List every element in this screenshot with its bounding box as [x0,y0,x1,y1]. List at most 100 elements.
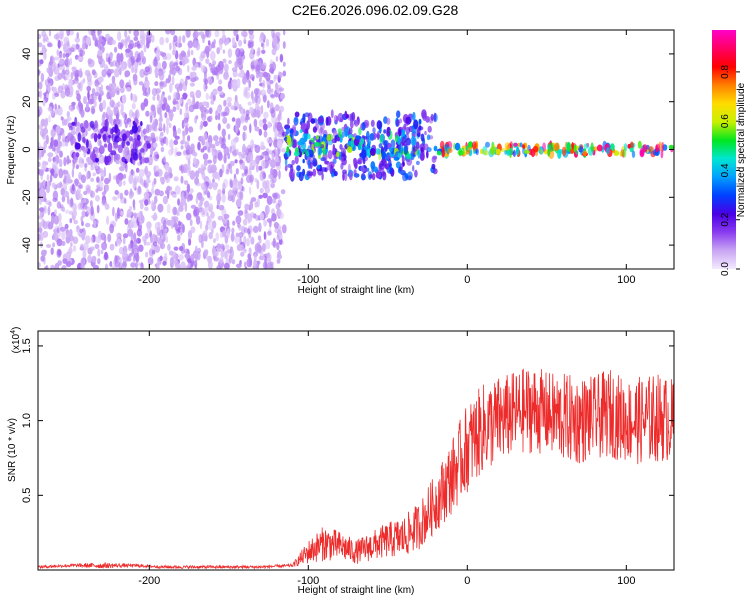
heatmap-cell [87,247,93,255]
spectrogram-heatmap [38,30,674,269]
heatmap-cell [100,232,106,241]
heatmap-cell [244,91,251,99]
heatmap-cell [269,79,274,85]
heatmap-cell [369,174,373,179]
heatmap-cell [87,90,90,101]
heatmap-cell [248,80,251,89]
heatmap-cell [128,79,131,86]
heatmap-cell [51,214,55,225]
heatmap-cell [107,39,110,45]
heatmap-cell [58,168,64,179]
heatmap-cell [140,50,144,60]
heatmap-cell [271,48,277,56]
heatmap-cell [111,133,117,143]
heatmap-cell [195,31,200,37]
heatmap-cell [94,120,98,129]
heatmap-cell [189,71,193,79]
heatmap-cell [101,241,108,251]
heatmap-cell [250,47,255,55]
heatmap-cell [132,244,139,251]
heatmap-cell [190,143,195,151]
heatmap-cell [47,206,51,216]
heatmap-cell [506,150,511,156]
heatmap-cell [126,154,130,162]
heatmap-cell [197,251,201,261]
heatmap-cell [183,180,189,185]
heatmap-cell [95,157,99,163]
heatmap-cell [218,65,224,75]
heatmap-cell [82,205,88,210]
heatmap-cell [255,163,259,173]
heatmap-cell [129,109,134,119]
heatmap-cell [465,149,471,155]
heatmap-cell [265,38,270,47]
heatmap-cell [235,168,239,175]
heatmap-cell [61,231,66,241]
heatmap-cell [54,92,59,98]
heatmap-cell [158,121,163,131]
heatmap-cell [43,197,47,203]
heatmap-cell [75,164,80,170]
heatmap-cell [121,250,128,258]
heatmap-cell [113,140,119,149]
heatmap-cell [319,141,322,148]
heatmap-cell [208,231,213,240]
heatmap-cell [138,262,141,267]
heatmap-cell [309,161,313,170]
heatmap-cell [590,142,594,152]
heatmap-cell [98,38,104,43]
heatmap-cell [311,143,315,150]
heatmap-cell [120,42,124,49]
heatmap-cell [566,142,571,153]
heatmap-cell [46,244,52,248]
heatmap-cell [204,134,208,141]
heatmap-cell [340,162,344,170]
heatmap-cell [242,76,247,85]
heatmap-cell [317,135,324,143]
heatmap-cell [124,189,129,196]
heatmap-cell [132,120,136,126]
heatmap-cell [136,57,139,63]
heatmap-cell [217,112,221,121]
heatmap-cell [218,257,224,264]
heatmap-cell [186,183,191,193]
heatmap-cell [249,200,254,210]
heatmap-cell [149,146,154,156]
heatmap-cell [286,146,290,153]
heatmap-cell [172,216,178,221]
heatmap-cell [93,220,97,228]
heatmap-cell [204,189,210,195]
heatmap-cell [86,156,91,163]
heatmap-cell [198,234,203,244]
heatmap-cell [179,98,183,104]
heatmap-cell [317,164,321,170]
heatmap-cell [137,43,141,49]
heatmap-cell [306,120,310,130]
heatmap-cell [235,198,242,208]
heatmap-cell [146,124,150,134]
heatmap-cell [38,262,41,268]
heatmap-cell [123,147,128,156]
heatmap-cell [367,138,372,147]
heatmap-cell [64,223,69,230]
heatmap-cell [138,244,144,252]
heatmap-cell [181,249,186,254]
heatmap-cell [58,213,62,222]
heatmap-cell [276,234,280,241]
heatmap-cell [227,219,230,229]
heatmap-cell [243,261,247,268]
heatmap-cell [58,58,64,65]
heatmap-cell [38,150,42,161]
snr-y-label: SNR (10 * v/v) [7,418,18,482]
heatmap-cell [243,218,248,226]
heatmap-cell [109,243,115,251]
heatmap-cell [648,146,654,153]
heatmap-cell [89,200,93,208]
heatmap-cell [182,92,188,100]
heatmap-cell [134,138,138,149]
heatmap-cell [152,118,159,127]
heatmap-cell [101,199,107,206]
heatmap-cell [91,255,97,263]
heatmap-cell [38,161,41,167]
y-tick-label: 1.5 [21,338,33,353]
